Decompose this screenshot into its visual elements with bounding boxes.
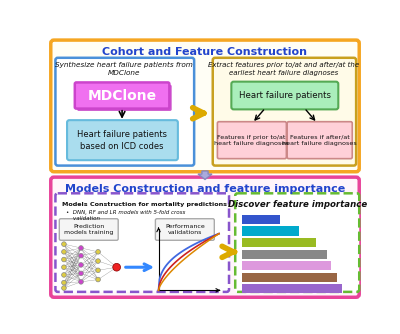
FancyBboxPatch shape <box>56 193 229 292</box>
Circle shape <box>62 265 66 270</box>
Text: Heart failure patients
based on ICD codes: Heart failure patients based on ICD code… <box>77 130 167 151</box>
FancyBboxPatch shape <box>51 177 359 297</box>
Bar <box>242 226 299 236</box>
Circle shape <box>79 246 83 250</box>
Bar <box>242 261 331 270</box>
FancyBboxPatch shape <box>56 58 194 166</box>
Circle shape <box>79 271 83 276</box>
Polygon shape <box>198 171 212 179</box>
Circle shape <box>113 264 120 271</box>
Circle shape <box>62 280 66 285</box>
Bar <box>242 249 327 259</box>
Text: Performance
validations: Performance validations <box>165 224 205 235</box>
Text: Discover feature importance: Discover feature importance <box>228 200 367 209</box>
Circle shape <box>79 263 83 267</box>
Text: Extract features prior to/at and after/at the
earliest heart failure diagnoses: Extract features prior to/at and after/a… <box>208 61 360 76</box>
FancyBboxPatch shape <box>51 40 359 172</box>
FancyBboxPatch shape <box>235 193 359 292</box>
Text: Synthesize heart failure patients from
MDClone: Synthesize heart failure patients from M… <box>56 62 193 76</box>
FancyBboxPatch shape <box>59 219 118 240</box>
Text: MDClone: MDClone <box>88 89 157 103</box>
Circle shape <box>62 242 66 246</box>
FancyBboxPatch shape <box>67 120 178 160</box>
FancyBboxPatch shape <box>218 122 286 159</box>
Bar <box>242 273 336 282</box>
Text: •  DNN, RF and LR models with 5-fold cross
    validation: • DNN, RF and LR models with 5-fold cros… <box>66 210 185 221</box>
FancyBboxPatch shape <box>155 219 214 240</box>
Circle shape <box>62 257 66 262</box>
FancyBboxPatch shape <box>231 81 338 109</box>
Bar <box>242 215 280 224</box>
Text: Models Construction for mortality predictions: Models Construction for mortality predic… <box>62 202 227 207</box>
Bar <box>242 284 342 293</box>
FancyBboxPatch shape <box>287 122 352 159</box>
Text: Features if after/at
heart failure diagnoses: Features if after/at heart failure diagn… <box>282 135 357 146</box>
Circle shape <box>62 249 66 254</box>
FancyBboxPatch shape <box>77 85 172 111</box>
Text: Prediction
models training: Prediction models training <box>64 224 114 235</box>
Text: Heart failure patients: Heart failure patients <box>239 91 331 100</box>
Circle shape <box>96 268 100 273</box>
FancyBboxPatch shape <box>213 58 356 166</box>
Circle shape <box>79 254 83 258</box>
Circle shape <box>62 286 66 290</box>
Circle shape <box>96 249 100 254</box>
Text: Features if prior to/at
heart failure diagnoses: Features if prior to/at heart failure di… <box>214 135 289 146</box>
Circle shape <box>96 277 100 282</box>
Circle shape <box>62 273 66 277</box>
Circle shape <box>79 280 83 284</box>
Bar <box>242 238 316 247</box>
Text: Models Construction and feature importance: Models Construction and feature importan… <box>65 184 345 194</box>
Text: Cohort and Feature Construction: Cohort and Feature Construction <box>102 47 308 57</box>
Circle shape <box>96 259 100 264</box>
FancyBboxPatch shape <box>75 82 169 109</box>
